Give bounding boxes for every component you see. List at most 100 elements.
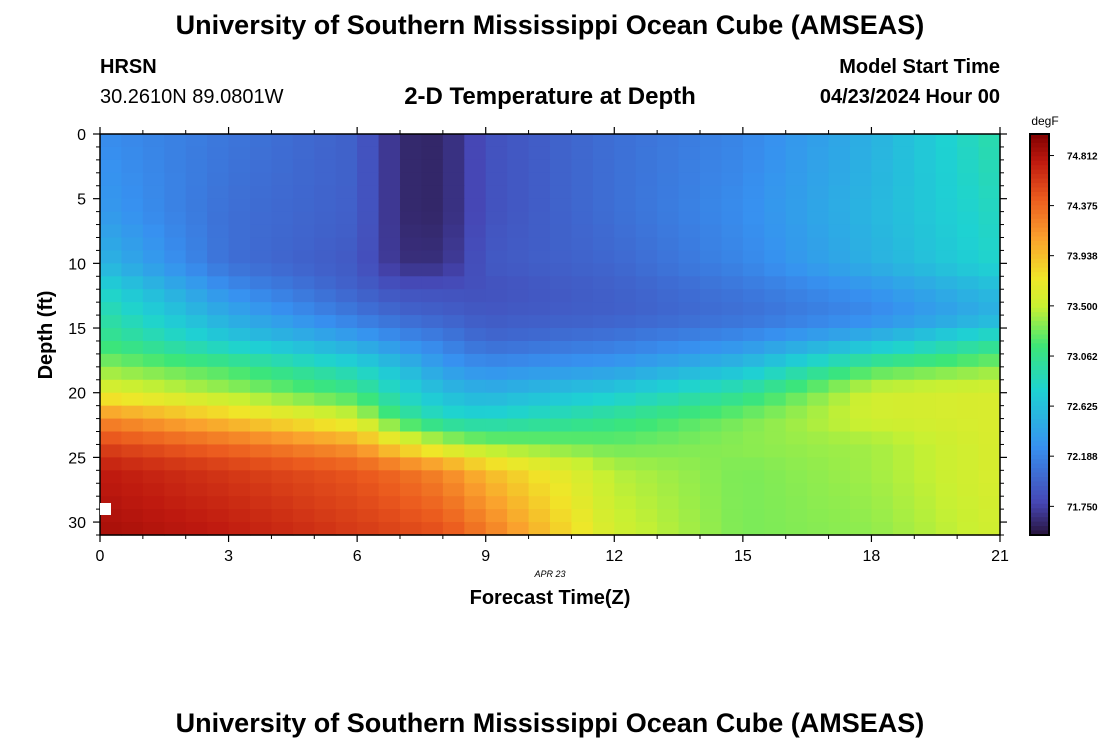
- heatmap-cell: [914, 263, 937, 277]
- heatmap-cell: [464, 366, 487, 381]
- heatmap-cell: [121, 159, 144, 174]
- heatmap-cell: [978, 405, 1001, 420]
- heatmap-cell: [442, 431, 465, 446]
- heatmap-cell: [528, 237, 551, 252]
- heatmap-cell: [635, 237, 658, 252]
- heatmap-cell: [742, 250, 765, 264]
- heatmap-cell: [335, 134, 358, 148]
- heatmap-cell: [614, 418, 637, 433]
- heatmap-cell: [250, 328, 273, 342]
- heatmap-cell: [442, 328, 465, 342]
- heatmap-cell: [207, 211, 230, 226]
- heatmap-cell: [700, 289, 723, 303]
- heatmap-cell: [121, 340, 144, 355]
- heatmap-cell: [935, 276, 958, 290]
- heatmap-cell: [592, 353, 615, 368]
- colorbar-unit: degF: [1031, 114, 1058, 128]
- start-marker: [100, 503, 111, 515]
- heatmap-cell: [100, 146, 123, 161]
- heatmap-cell: [271, 496, 294, 510]
- heatmap-cell: [271, 392, 294, 407]
- heatmap-cell: [421, 224, 444, 239]
- heatmap-cell: [571, 483, 594, 497]
- heatmap-cell: [828, 444, 851, 458]
- heatmap-cell: [635, 444, 658, 458]
- colorbar-segment: [1030, 232, 1049, 238]
- heatmap-cell: [400, 353, 423, 368]
- heatmap-cell: [464, 289, 487, 303]
- heatmap-cell: [635, 185, 658, 200]
- heatmap-cell: [742, 379, 765, 394]
- heatmap-cell: [571, 457, 594, 471]
- heatmap-cell: [292, 224, 315, 239]
- heatmap-cell: [292, 366, 315, 381]
- heatmap-cell: [142, 340, 165, 355]
- heatmap-cell: [657, 379, 680, 394]
- heatmap-cell: [335, 470, 358, 484]
- heatmap-cell: [250, 496, 273, 510]
- heatmap-cell: [785, 405, 808, 420]
- heatmap-cell: [571, 198, 594, 213]
- heatmap-cell: [378, 302, 401, 316]
- heatmap-cell: [314, 496, 337, 510]
- heatmap-cell: [914, 353, 937, 368]
- heatmap-cell: [742, 211, 765, 226]
- heatmap-cell: [978, 315, 1001, 329]
- heatmap-cell: [892, 509, 915, 523]
- heatmap-cell: [742, 237, 765, 252]
- heatmap-cell: [485, 315, 508, 329]
- y-tick-label: 0: [77, 127, 86, 144]
- heatmap-cell: [485, 483, 508, 497]
- heatmap-cell: [935, 315, 958, 329]
- heatmap-cell: [507, 483, 530, 497]
- heatmap-cell: [657, 392, 680, 407]
- heatmap-cell: [207, 418, 230, 433]
- heatmap-cell: [378, 185, 401, 200]
- heatmap-cell: [764, 224, 787, 239]
- heatmap-cell: [807, 134, 830, 148]
- heatmap-cell: [228, 366, 251, 381]
- heatmap-cell: [250, 224, 273, 239]
- heatmap-cell: [721, 457, 744, 471]
- colorbar-segment: [1030, 508, 1049, 514]
- heatmap-cell: [935, 366, 958, 381]
- colorbar-segment: [1030, 503, 1049, 509]
- heatmap-cell: [442, 405, 465, 420]
- heatmap-cell: [378, 289, 401, 303]
- heatmap-cell: [657, 172, 680, 187]
- heatmap-cell: [678, 159, 701, 174]
- heatmap-cell: [571, 134, 594, 148]
- heatmap-cell: [592, 470, 615, 484]
- heatmap-cell: [978, 418, 1001, 433]
- colorbar-tick-label: 74.812: [1067, 152, 1098, 163]
- heatmap-cell: [528, 185, 551, 200]
- heatmap-cell: [764, 289, 787, 303]
- heatmap-cell: [764, 237, 787, 252]
- heatmap-cell: [207, 470, 230, 484]
- heatmap-cell: [250, 392, 273, 407]
- heatmap-cell: [528, 315, 551, 329]
- heatmap-cell: [657, 328, 680, 342]
- colorbar-segment: [1030, 254, 1049, 260]
- heatmap-cell: [700, 146, 723, 161]
- heatmap-cell: [935, 159, 958, 174]
- heatmap-cell: [678, 366, 701, 381]
- heatmap-cell: [657, 185, 680, 200]
- heatmap-cell: [185, 224, 208, 239]
- heatmap-cell: [914, 211, 937, 226]
- colorbar-segment: [1030, 361, 1049, 367]
- heatmap-cell: [935, 237, 958, 252]
- heatmap-cell: [335, 146, 358, 161]
- heatmap-cell: [100, 366, 123, 381]
- heatmap-cell: [507, 340, 530, 355]
- heatmap-cell: [121, 379, 144, 394]
- heatmap-cell: [314, 379, 337, 394]
- colorbar-segment: [1030, 147, 1049, 153]
- heatmap-cell: [164, 405, 187, 420]
- heatmap-cell: [250, 340, 273, 355]
- heatmap-cell: [292, 159, 315, 174]
- heatmap-cell: [742, 431, 765, 446]
- heatmap-cell: [550, 237, 573, 252]
- heatmap-cell: [978, 302, 1001, 316]
